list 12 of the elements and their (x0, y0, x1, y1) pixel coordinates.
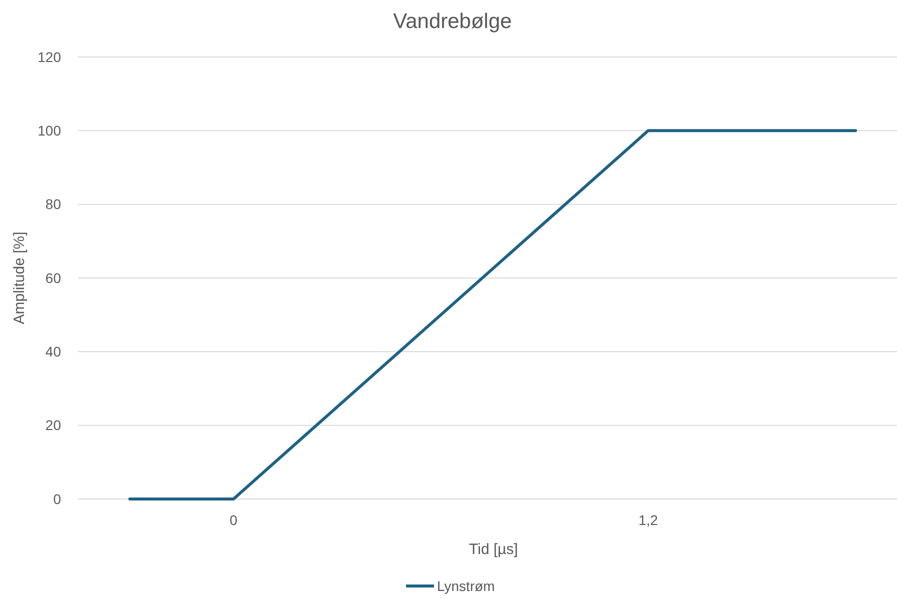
y-tick-label: 60 (45, 270, 62, 286)
y-tick-label: 0 (53, 490, 62, 507)
y-tick-label: 20 (45, 417, 62, 434)
x-axis-title: Tid [µs] (469, 541, 518, 558)
y-tick-label: 40 (45, 344, 62, 360)
y-tick-label: 120 (38, 48, 62, 65)
y-tick-label: 100 (38, 122, 62, 139)
legend-label: Lynstrøm (437, 578, 495, 594)
y-axis-title: Amplitude [%] (11, 232, 28, 324)
chart-title: Vandrebølge (393, 10, 512, 33)
y-tick-label: 80 (45, 196, 62, 212)
x-tick-label: 1,2 (638, 512, 658, 528)
